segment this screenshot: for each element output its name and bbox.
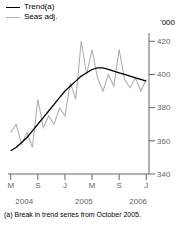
html-text:Trend(a): Trend(a) [24, 2, 55, 11]
svg-text:M: M [89, 181, 96, 190]
svg-text:2004: 2004 [15, 197, 33, 204]
svg-text:S: S [117, 181, 122, 190]
svg-text:M: M [8, 181, 14, 190]
svg-text:2006: 2006 [129, 197, 147, 204]
html-text:Seas adj.: Seas adj. [24, 12, 58, 21]
svg-text:400: 400 [157, 70, 171, 79]
html-text:'000: '000 [160, 18, 175, 27]
svg-text:380: 380 [157, 103, 171, 112]
svg-text:2005: 2005 [75, 197, 93, 204]
svg-text:360: 360 [157, 137, 171, 146]
html-text:(a) Break in trend series from: (a) Break in trend series from October 2… [4, 211, 141, 218]
svg-text:J: J [63, 181, 67, 190]
svg-text:340: 340 [157, 170, 171, 179]
svg-text:420: 420 [157, 37, 171, 46]
svg-text:S: S [35, 181, 40, 190]
svg-text:J: J [144, 181, 148, 190]
